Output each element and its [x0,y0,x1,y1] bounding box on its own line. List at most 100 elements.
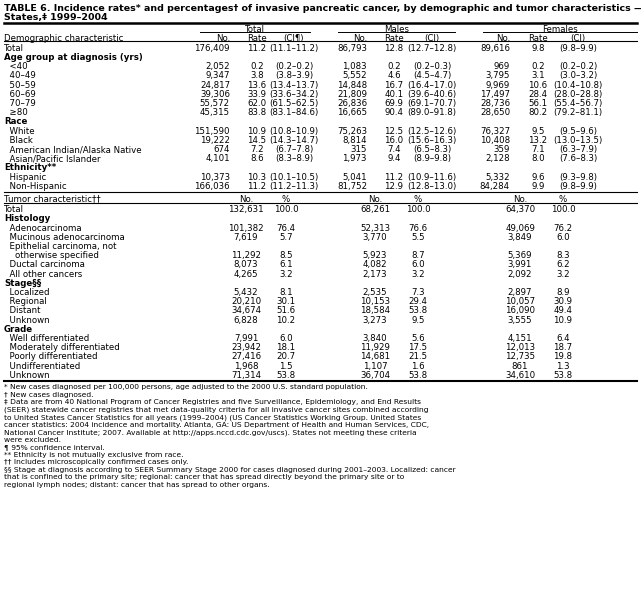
Text: Undifferentiated: Undifferentiated [4,362,80,371]
Text: 19,222: 19,222 [200,136,230,145]
Text: 10,057: 10,057 [505,297,535,306]
Text: 45,315: 45,315 [200,108,230,117]
Text: 9.4: 9.4 [387,154,401,163]
Text: 4.6: 4.6 [387,71,401,81]
Text: 19.8: 19.8 [553,353,572,362]
Text: 176,409: 176,409 [194,44,230,53]
Text: 0.2: 0.2 [531,62,545,71]
Text: 36,704: 36,704 [360,371,390,380]
Text: 49,069: 49,069 [505,224,535,232]
Text: 8.6: 8.6 [250,154,264,163]
Text: (11.1–11.2): (11.1–11.2) [269,44,319,53]
Text: (SEER) statewide cancer registries that met data-quality criteria for all invasi: (SEER) statewide cancer registries that … [4,407,428,413]
Text: No.: No. [513,195,527,204]
Text: 4,082: 4,082 [363,260,387,270]
Text: Total: Total [4,44,24,53]
Text: 3,555: 3,555 [508,315,532,325]
Text: No.: No. [216,34,230,43]
Text: 5,041: 5,041 [342,173,367,182]
Text: 84,284: 84,284 [480,182,510,191]
Text: Distant: Distant [4,306,40,315]
Text: White: White [4,127,35,135]
Text: American Indian/Alaska Native: American Indian/Alaska Native [4,145,142,154]
Text: 33.9: 33.9 [247,90,267,99]
Text: 14,848: 14,848 [337,81,367,90]
Text: 8.7: 8.7 [411,251,425,260]
Text: 16,665: 16,665 [337,108,367,117]
Text: 76.2: 76.2 [553,224,572,232]
Text: Moderately differentiated: Moderately differentiated [4,343,120,352]
Text: 1,968: 1,968 [234,362,258,371]
Text: (14.3–14.7): (14.3–14.7) [269,136,319,145]
Text: 3,273: 3,273 [363,315,387,325]
Text: 5.6: 5.6 [411,334,425,343]
Text: No.: No. [495,34,510,43]
Text: (55.4–56.7): (55.4–56.7) [553,99,603,108]
Text: ** Ethnicity is not mutually exclusive from race.: ** Ethnicity is not mutually exclusive f… [4,451,183,458]
Text: 5,332: 5,332 [485,173,510,182]
Text: (4.5–4.7): (4.5–4.7) [413,71,451,81]
Text: 7.3: 7.3 [411,288,425,297]
Text: that is confined to the primary site; regional: cancer that has spread directly : that is confined to the primary site; re… [4,474,404,480]
Text: 9,969: 9,969 [486,81,510,90]
Text: Adenocarcinoma: Adenocarcinoma [4,224,81,232]
Text: %: % [282,195,290,204]
Text: 0.2: 0.2 [387,62,401,71]
Text: Males: Males [385,24,410,34]
Text: Hispanic: Hispanic [4,173,46,182]
Text: 71,314: 71,314 [231,371,261,380]
Text: 5,369: 5,369 [508,251,532,260]
Text: Well differentiated: Well differentiated [4,334,89,343]
Text: 39,306: 39,306 [200,90,230,99]
Text: 11.2: 11.2 [385,173,404,182]
Text: (9.5–9.6): (9.5–9.6) [559,127,597,135]
Text: Grade: Grade [4,325,33,334]
Text: 64,370: 64,370 [505,206,535,214]
Text: 81,752: 81,752 [337,182,367,191]
Text: 56.1: 56.1 [528,99,547,108]
Text: (10.9–11.6): (10.9–11.6) [408,173,456,182]
Text: 8,814: 8,814 [342,136,367,145]
Text: (8.9–9.8): (8.9–9.8) [413,154,451,163]
Text: 16.7: 16.7 [385,81,404,90]
Text: 89,616: 89,616 [480,44,510,53]
Text: §§ Stage at diagnosis according to SEER Summary Stage 2000 for cases diagnosed d: §§ Stage at diagnosis according to SEER … [4,467,456,473]
Text: No.: No. [353,34,367,43]
Text: 68,261: 68,261 [360,206,390,214]
Text: 6.1: 6.1 [279,260,293,270]
Text: All other cancers: All other cancers [4,270,82,279]
Text: 24,817: 24,817 [200,81,230,90]
Text: 6.4: 6.4 [556,334,570,343]
Text: 7.1: 7.1 [531,145,545,154]
Text: (6.3–7.9): (6.3–7.9) [559,145,597,154]
Text: 0.2: 0.2 [250,62,264,71]
Text: 6.2: 6.2 [556,260,570,270]
Text: 16,090: 16,090 [505,306,535,315]
Text: 9.9: 9.9 [531,182,545,191]
Text: Females: Females [542,24,578,34]
Text: (83.1–84.6): (83.1–84.6) [269,108,319,117]
Text: Mucinous adenocarcinoma: Mucinous adenocarcinoma [4,233,125,242]
Text: * New cases diagnosed per 100,000 persons, age adjusted to the 2000 U.S. standar: * New cases diagnosed per 100,000 person… [4,384,368,390]
Text: 10.3: 10.3 [247,173,267,182]
Text: were excluded.: were excluded. [4,437,61,443]
Text: Epithelial carcinoma, not: Epithelial carcinoma, not [4,242,117,251]
Text: 1.6: 1.6 [411,362,425,371]
Text: † New cases diagnosed.: † New cases diagnosed. [4,392,94,398]
Text: Total: Total [245,24,265,34]
Text: National Cancer Institute; 2007. Available at http://apps.nccd.cdc.gov/uscs). St: National Cancer Institute; 2007. Availab… [4,429,417,436]
Text: Rate: Rate [247,34,267,43]
Text: 10,153: 10,153 [360,297,390,306]
Text: †† Includes microscopically confirmed cases only.: †† Includes microscopically confirmed ca… [4,459,188,465]
Text: %: % [559,195,567,204]
Text: 60–69: 60–69 [4,90,36,99]
Text: 315: 315 [351,145,367,154]
Text: 14,681: 14,681 [360,353,390,362]
Text: (69.1–70.7): (69.1–70.7) [408,99,456,108]
Text: Rate: Rate [384,34,404,43]
Text: (CI): (CI) [570,34,586,43]
Text: (CI¶): (CI¶) [284,34,304,43]
Text: 3.2: 3.2 [279,270,293,279]
Text: 11.2: 11.2 [247,44,267,53]
Text: 359: 359 [494,145,510,154]
